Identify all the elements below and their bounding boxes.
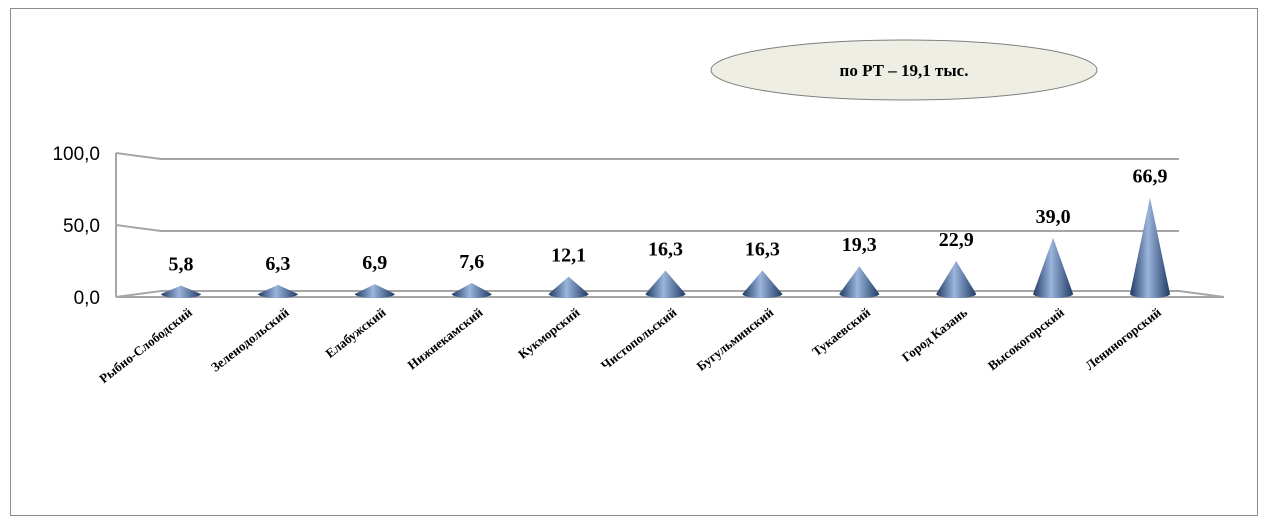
- category-label: Чистопольский: [598, 304, 680, 373]
- data-label: 16,3: [648, 239, 683, 261]
- cone-bar: [548, 276, 589, 298]
- cone-shape: [839, 266, 880, 298]
- category-label: Кукморский: [515, 304, 583, 362]
- category-label: Нижнекамский: [404, 304, 485, 372]
- cone-bar: [839, 266, 880, 298]
- cone-bar: [645, 270, 686, 298]
- gridlines: [115, 152, 1225, 298]
- category-label: Елабужский: [322, 304, 389, 361]
- annotation-ellipse: [710, 39, 1098, 101]
- category-label: Высокогорский: [985, 304, 1067, 373]
- y-axis: 0,0 50,0 100,0: [52, 144, 117, 309]
- floor-edge: [116, 290, 1225, 298]
- cone-shape: [257, 284, 298, 298]
- gridline: [115, 224, 1179, 232]
- cone-bar: [1130, 197, 1170, 298]
- cone-bar: [1033, 237, 1074, 298]
- gridline: [115, 290, 1179, 298]
- annotation-text: по РТ – 19,1 тыс.: [840, 61, 969, 80]
- cone-shape: [451, 283, 492, 298]
- cone-series: 5,8 6,3 6,9 7,6 12,1 16,3 16,3 19,3 22,9 39,0 66,9: [161, 166, 1170, 298]
- y-tick-label: 0,0: [74, 288, 100, 309]
- cone-bar: [936, 261, 977, 298]
- cone-shape: [1033, 237, 1074, 298]
- data-label: 16,3: [745, 239, 780, 261]
- data-label: 22,9: [939, 229, 974, 251]
- category-label: Город Казань: [899, 304, 970, 364]
- cone-shape: [1130, 197, 1170, 298]
- annotation-callout: по РТ – 19,1 тыс.: [710, 39, 1098, 101]
- data-label: 66,9: [1133, 166, 1168, 188]
- data-label: 19,3: [842, 234, 877, 256]
- data-label: 5,8: [169, 254, 194, 276]
- category-axis: Рыбно-Слободский Зеленодольский Елабужский…: [96, 304, 1164, 386]
- y-tick-label: 100,0: [52, 144, 100, 165]
- cone-shape: [354, 284, 395, 298]
- data-label: 39,0: [1036, 206, 1071, 228]
- cone-shape: [742, 270, 783, 298]
- data-label: 6,9: [362, 252, 387, 274]
- data-label: 7,6: [459, 251, 484, 273]
- category-label: Лениногорский: [1082, 304, 1164, 373]
- y-tick-label: 50,0: [63, 216, 100, 237]
- cone-bar: [354, 284, 395, 298]
- gridline: [115, 152, 1179, 160]
- cone-shape: [645, 270, 686, 298]
- cone-shape: [161, 285, 201, 298]
- category-label: Бугульминский: [694, 304, 777, 373]
- category-label: Рыбно-Слободский: [96, 304, 195, 386]
- chart-frame: 0,0 50,0 100,0 5,8 6,3 6,9 7,6 12,1 16,3 16,3 19,…: [10, 8, 1258, 516]
- category-label: Зеленодольский: [208, 304, 292, 374]
- cone-bar-chart: 0,0 50,0 100,0 5,8 6,3 6,9 7,6 12,1 16,3 16,3 19,…: [52, 39, 1225, 386]
- cone-bar: [161, 285, 201, 298]
- cone-bar: [451, 283, 492, 298]
- category-label: Тукаевский: [809, 304, 873, 359]
- data-label: 6,3: [265, 253, 290, 275]
- data-label: 12,1: [551, 245, 586, 267]
- cone-bar: [742, 270, 783, 298]
- cone-shape: [548, 276, 589, 298]
- cone-bar: [257, 284, 298, 298]
- cone-shape: [936, 261, 977, 298]
